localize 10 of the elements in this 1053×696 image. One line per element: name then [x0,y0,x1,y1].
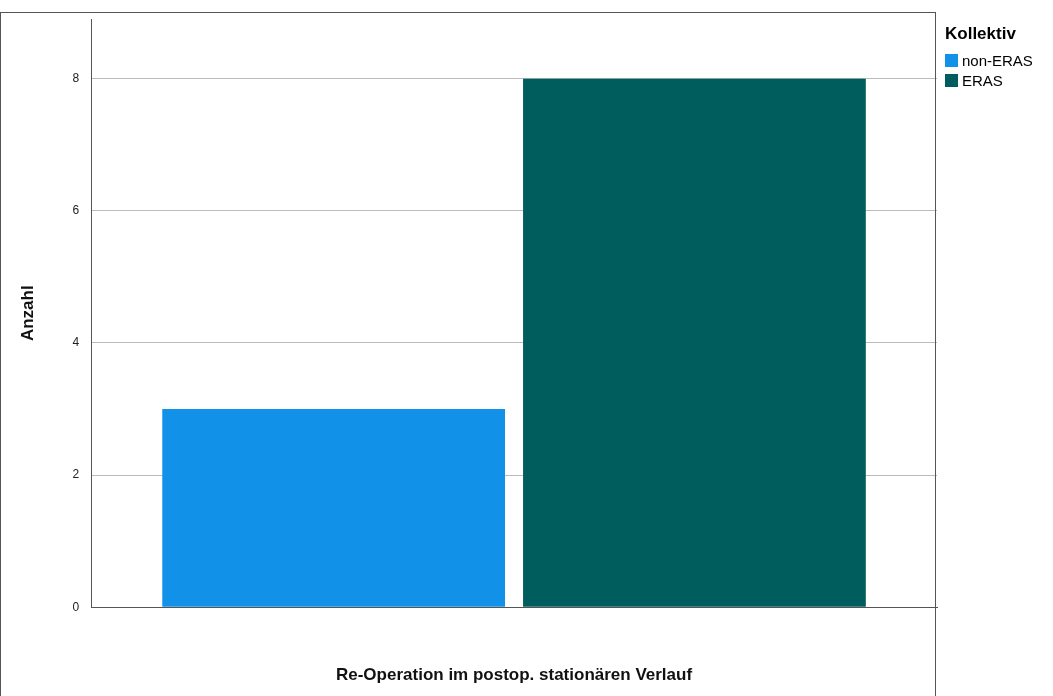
y-axis-title: Anzahl [17,285,37,342]
y-tick-label: 0 [72,599,80,614]
y-tick-label: 2 [72,467,80,482]
legend-title: Kollektiv [945,24,1017,44]
legend-label: ERAS [962,71,1003,89]
legend-label: non-ERAS [962,51,1033,69]
y-tick-label: 4 [72,335,80,350]
x-axis-title: Re-Operation im postop. stationären Verlauf [335,665,693,685]
y-tick-label: 8 [72,70,80,85]
y-tick-label: 6 [72,203,80,218]
